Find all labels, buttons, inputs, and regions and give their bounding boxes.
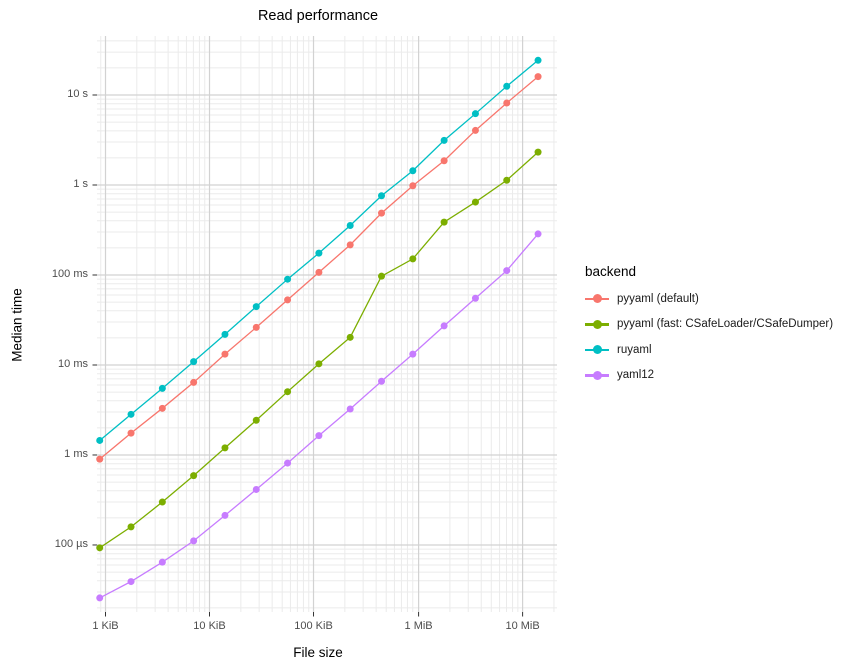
legend-key-icon: [585, 317, 609, 331]
legend-key-dot: [592, 294, 602, 304]
legend-key-icon: [585, 368, 609, 382]
x-tick-label: 10 MiB: [505, 620, 540, 632]
y-axis-title: Median time: [9, 288, 25, 362]
data-point: [127, 429, 135, 437]
legend-item-label: yaml12: [617, 369, 655, 382]
legend-item-label: pyyaml (default): [617, 292, 699, 305]
data-point: [471, 110, 479, 118]
data-point: [190, 472, 198, 480]
data-point: [96, 436, 104, 444]
data-point: [346, 221, 354, 229]
x-tick-label: 1 KiB: [92, 620, 119, 632]
y-tick-label: 1 ms: [64, 447, 88, 460]
data-point: [440, 157, 448, 165]
data-point: [158, 558, 166, 566]
data-point: [378, 192, 386, 200]
data-point: [315, 360, 323, 368]
data-point: [221, 330, 229, 338]
data-point: [503, 99, 511, 107]
legend-item: ruyaml: [585, 337, 833, 363]
data-point: [96, 594, 104, 602]
data-point: [252, 323, 260, 331]
legend-key-icon: [585, 292, 609, 306]
data-point: [503, 82, 511, 90]
data-point: [127, 523, 135, 531]
data-point: [440, 136, 448, 144]
legend: backend pyyaml (default) pyyaml (fast: CS…: [585, 264, 833, 388]
data-point: [409, 167, 417, 175]
legend-key-dot: [592, 370, 602, 380]
data-point: [503, 176, 511, 184]
data-point: [471, 294, 479, 302]
data-point: [284, 275, 292, 283]
data-point: [346, 241, 354, 249]
y-tick-label: 10 ms: [58, 357, 88, 370]
data-point: [409, 182, 417, 190]
data-point: [534, 56, 542, 64]
data-point: [252, 416, 260, 424]
x-axis-title: File size: [293, 645, 343, 660]
data-point: [284, 296, 292, 304]
legend-item: pyyaml (default): [585, 286, 833, 312]
data-point: [190, 358, 198, 366]
series-line: [99, 151, 539, 549]
y-tick-label: 1 s: [73, 177, 88, 190]
data-point: [190, 537, 198, 545]
data-point: [346, 405, 354, 413]
data-point: [440, 322, 448, 330]
legend-key-dot: [592, 345, 602, 355]
data-point: [378, 377, 386, 385]
data-point: [346, 333, 354, 341]
data-point: [221, 444, 229, 452]
data-point: [284, 459, 292, 467]
data-point: [534, 230, 542, 238]
data-point: [252, 303, 260, 311]
data-point: [471, 198, 479, 206]
legend-items: pyyaml (default) pyyaml (fast: CSafeLoade…: [585, 286, 833, 388]
x-tick-label: 10 KiB: [193, 620, 226, 632]
data-point: [158, 384, 166, 392]
data-point: [409, 255, 417, 263]
y-tick-label: 10 s: [67, 88, 88, 100]
series-line: [99, 76, 539, 460]
legend-item: yaml12: [585, 363, 833, 389]
data-point: [409, 350, 417, 358]
data-point: [378, 272, 386, 280]
data-point: [158, 498, 166, 506]
chart-title: Read performance: [257, 8, 379, 24]
data-point: [315, 432, 323, 440]
data-point: [127, 578, 135, 586]
data-point: [315, 249, 323, 257]
data-point: [378, 209, 386, 217]
legend-item-label: ruyaml: [617, 343, 652, 356]
y-tick-label: 100 µs: [54, 537, 88, 550]
data-point: [315, 268, 323, 276]
data-point: [440, 218, 448, 226]
legend-key-dot: [592, 319, 602, 329]
y-tick-label: 100 ms: [51, 267, 88, 280]
data-point: [190, 378, 198, 386]
data-point: [221, 511, 229, 519]
data-point: [127, 410, 135, 418]
data-point: [96, 544, 104, 552]
legend-item-label: pyyaml (fast: CSafeLoader/CSafeDumper): [617, 318, 834, 331]
data-point: [284, 388, 292, 396]
data-point: [158, 404, 166, 412]
data-point: [503, 267, 511, 275]
legend-key-icon: [585, 343, 609, 357]
data-point: [221, 350, 229, 358]
legend-title: backend: [585, 264, 637, 279]
x-tick-label: 100 KiB: [294, 620, 333, 632]
legend-item: pyyaml (fast: CSafeLoader/CSafeDumper): [585, 312, 833, 338]
x-tick-label: 1 MiB: [404, 620, 433, 632]
data-point: [252, 485, 260, 493]
data-point: [534, 73, 542, 81]
data-point: [471, 126, 479, 134]
data-point: [534, 148, 542, 156]
data-point: [96, 455, 104, 463]
